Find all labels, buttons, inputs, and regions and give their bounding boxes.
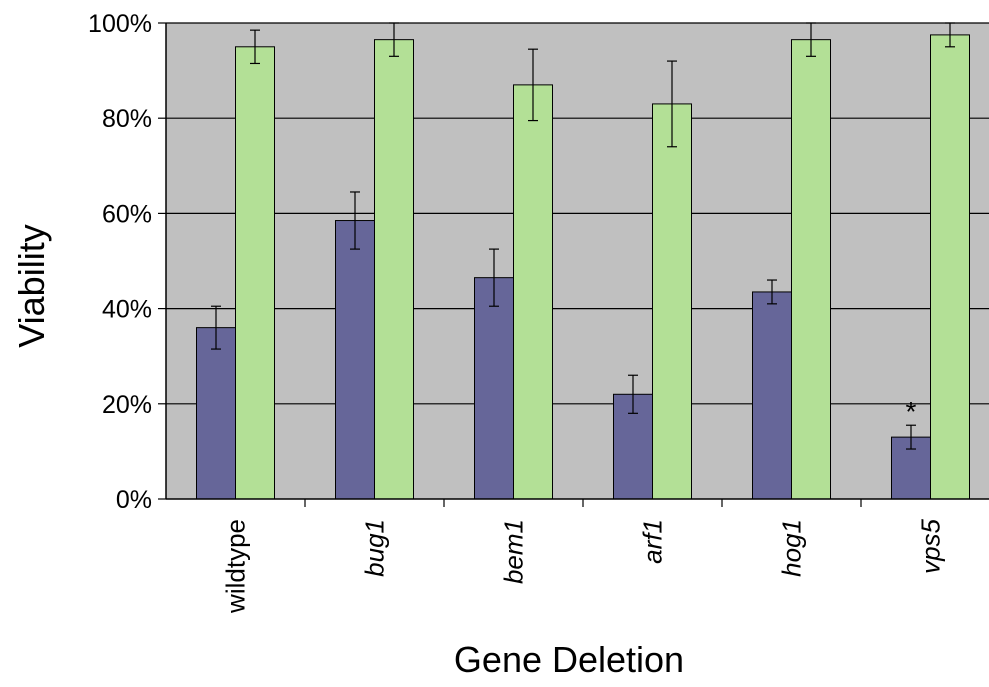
error-bar bbox=[806, 22, 816, 57]
x-category-label: arf1 bbox=[638, 519, 668, 564]
annotations: * bbox=[906, 396, 917, 427]
significance-annotation: * bbox=[906, 396, 917, 427]
bar bbox=[513, 84, 553, 500]
bars bbox=[196, 34, 970, 500]
error-bar bbox=[767, 279, 777, 305]
y-tick-label: 20% bbox=[102, 391, 152, 419]
bar bbox=[652, 103, 692, 500]
error-bar bbox=[906, 424, 916, 450]
error-bar bbox=[945, 22, 955, 48]
y-tick-label: 40% bbox=[102, 296, 152, 324]
x-axis-categories: wildtype bug1 bem1 arf1 hog1 vps5 bbox=[221, 499, 946, 614]
x-category-label: bem1 bbox=[499, 519, 529, 584]
x-axis-title: Gene Deletion bbox=[454, 639, 684, 680]
error-bars bbox=[211, 22, 955, 450]
y-tick-label: 60% bbox=[102, 200, 152, 228]
gridlines bbox=[166, 22, 989, 405]
bar bbox=[791, 39, 831, 500]
error-bar bbox=[628, 374, 638, 414]
x-category-label: wildtype bbox=[221, 519, 251, 614]
error-bar bbox=[350, 191, 360, 250]
bar bbox=[752, 291, 792, 500]
x-category-label: hog1 bbox=[777, 519, 807, 577]
bar bbox=[930, 34, 970, 500]
error-bar bbox=[667, 60, 677, 148]
y-tick-label: 80% bbox=[102, 105, 152, 133]
plot-area bbox=[166, 23, 989, 499]
x-category-label: vps5 bbox=[916, 518, 946, 573]
y-tick-label: 100% bbox=[88, 10, 152, 38]
error-bar bbox=[250, 29, 260, 65]
error-bar bbox=[528, 48, 538, 122]
error-bar bbox=[389, 22, 399, 57]
bar bbox=[374, 39, 414, 500]
error-bar bbox=[489, 248, 499, 307]
bar bbox=[196, 327, 236, 500]
y-tick-label: 0% bbox=[116, 486, 152, 514]
y-axis-ticks: 0% 20% 40% 60% 80% 100% bbox=[88, 10, 166, 514]
x-category-label: bug1 bbox=[360, 519, 390, 577]
bar bbox=[474, 277, 514, 500]
bar bbox=[235, 46, 275, 500]
y-axis-title: Viability bbox=[11, 224, 52, 347]
bar bbox=[335, 220, 375, 500]
error-bar bbox=[211, 305, 221, 350]
